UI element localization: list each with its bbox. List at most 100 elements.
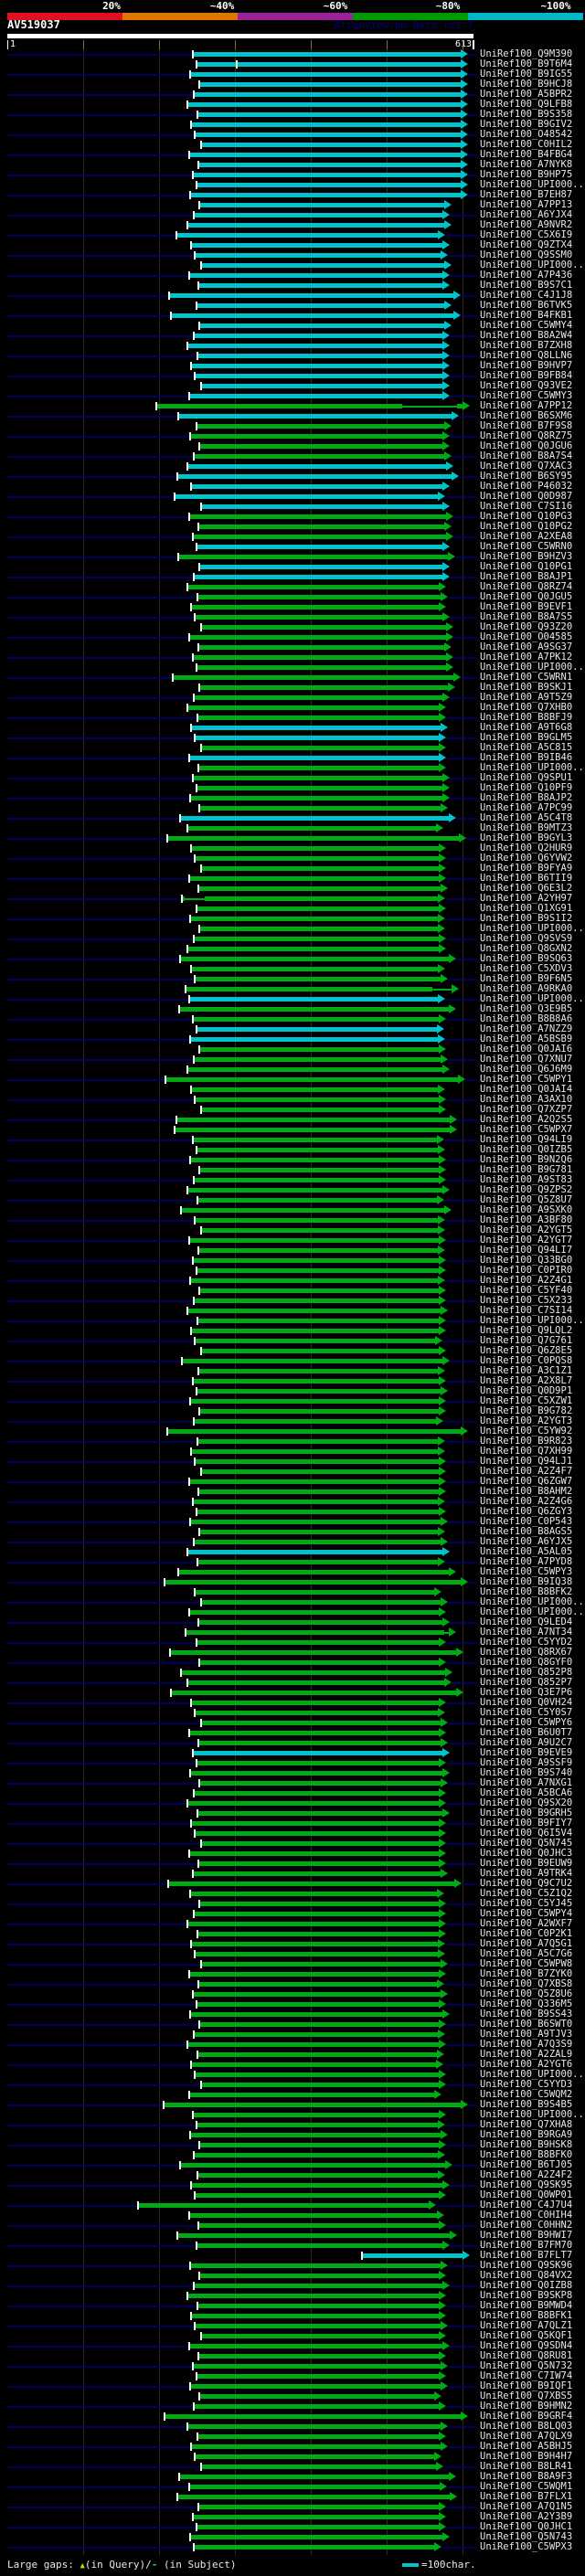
hit-label[interactable]: UniRef100_A2YGT5 [480,1224,573,1235]
hit-label[interactable]: UniRef100_B8A7S4 [480,451,573,461]
hit-label[interactable]: UniRef100_C0P543 [480,1516,573,1527]
hit-label[interactable]: UniRef100_A7NYK8 [480,159,573,170]
alignment-row[interactable]: UniRef100_Q5N743 [0,2532,585,2542]
alignment-row[interactable]: UniRef100_B9S740 [0,1768,585,1778]
alignment-row[interactable]: UniRef100_B9HMN2 [0,2401,585,2412]
hit-label[interactable]: UniRef100_Q336M5 [480,1998,573,2009]
alignment-row[interactable]: UniRef100_C5WMY4 [0,321,585,331]
alignment-row[interactable]: UniRef100_A7PYD8 [0,1557,585,1567]
alignment-row[interactable]: UniRef100_A2Z4F2 [0,2170,585,2180]
alignment-row[interactable]: UniRef100_C5WPY4 [0,1909,585,1919]
hit-label[interactable]: UniRef100_A2YGT6 [480,2059,573,2070]
alignment-row[interactable]: UniRef100_A9U2C7 [0,1738,585,1748]
alignment-row[interactable]: UniRef100_Q1XG91 [0,904,585,914]
alignment-row[interactable]: UniRef100_C4J7U4 [0,2200,585,2210]
alignment-row[interactable]: UniRef100_Q0IZB5 [0,1145,585,1155]
hit-label[interactable]: UniRef100_A6YJX5 [480,1536,573,1547]
alignment-row[interactable]: UniRef100_Q7XBS8 [0,1979,585,1989]
alignment-row[interactable]: UniRef100_A2Z4G1 [0,1276,585,1286]
alignment-row[interactable]: UniRef100_C5WQM2 [0,2090,585,2100]
hit-label[interactable]: UniRef100_B9MTZ3 [480,822,573,833]
hit-label[interactable]: UniRef100_C0PQS8 [480,1355,573,1366]
alignment-row[interactable]: UniRef100_B8B8A6 [0,1014,585,1024]
alignment-row[interactable]: UniRef100_C5YW92 [0,1426,585,1436]
hit-label[interactable]: UniRef100_A9SXK0 [480,1204,573,1215]
alignment-row[interactable]: UniRef100_O48542 [0,130,585,140]
alignment-row[interactable]: UniRef100_C5YJ45 [0,1899,585,1909]
alignment-row[interactable]: UniRef100_A2YGT5 [0,1225,585,1235]
alignment-row[interactable]: UniRef100_Q9SX20 [0,1798,585,1808]
hit-label[interactable]: UniRef100_C0HHN2 [480,2220,573,2231]
hit-label[interactable]: UniRef100_C5WRN1 [480,672,573,683]
hit-label[interactable]: UniRef100_Q10PG1 [480,561,573,572]
hit-label[interactable]: UniRef100_Q9M390 [480,48,573,59]
hit-label[interactable]: UniRef100_A5BHJ5 [480,2441,573,2452]
alignment-row[interactable]: UniRef100_B9N2Q6 [0,1155,585,1165]
alignment-row[interactable]: UniRef100_C7SI14 [0,1306,585,1316]
alignment-row[interactable]: UniRef100_A2YH97 [0,894,585,904]
alignment-row[interactable]: UniRef100_Q7XNU7 [0,1055,585,1065]
alignment-row[interactable]: UniRef100_B9HP75 [0,170,585,180]
alignment-row[interactable]: UniRef100_B7EH87 [0,190,585,200]
alignment-row[interactable]: UniRef100_C0HHN2 [0,2221,585,2231]
alignment-row[interactable]: UniRef100_A5BSB9 [0,1034,585,1044]
hit-label[interactable]: UniRef100_B6SWT0 [480,2019,573,2030]
hit-label[interactable]: UniRef100_B9HZV3 [480,551,573,562]
alignment-row[interactable]: UniRef100_Q10PG2 [0,522,585,532]
hit-label[interactable]: UniRef100_Q9SPU1 [480,772,573,783]
hit-label[interactable]: UniRef100_C5WQM2 [480,2089,573,2100]
alignment-row[interactable]: UniRef100_A2YGT6 [0,2060,585,2070]
hit-label[interactable]: UniRef100_B9HSK8 [480,2139,573,2150]
hit-label[interactable]: UniRef100_B8B8A6 [480,1013,573,1024]
alignment-row[interactable]: UniRef100_Q8LLN6 [0,351,585,361]
alignment-row[interactable]: UniRef100_C5XDV3 [0,964,585,974]
alignment-row[interactable]: UniRef100_Q0JHC1 [0,2522,585,2532]
hit-label[interactable]: UniRef100_B4FKB1 [480,310,573,321]
hit-label[interactable]: UniRef100_B9EVF1 [480,601,573,612]
hit-label[interactable]: UniRef100_B9HMN2 [480,2401,573,2412]
hit-label[interactable]: UniRef100_Q5Z8U6 [480,1988,573,1999]
alignment-row[interactable]: UniRef100_B9SS43 [0,2009,585,2019]
hit-label[interactable]: UniRef100_Q94LJ1 [480,1456,573,1467]
alignment-row[interactable]: UniRef100_UPI000.. [0,924,585,934]
alignment-row[interactable]: UniRef100_B7F9S8 [0,421,585,431]
alignment-row[interactable]: UniRef100_A9SXK0 [0,1205,585,1215]
hit-label[interactable]: UniRef100_Q0JGU5 [480,591,573,602]
alignment-row[interactable]: UniRef100_B9EUW9 [0,1859,585,1869]
hit-label[interactable]: UniRef100_A2Q2S5 [480,1114,573,1125]
alignment-row[interactable]: UniRef100_A3AX10 [0,1095,585,1105]
alignment-row[interactable]: UniRef100_C5YYD2 [0,1638,585,1648]
alignment-row[interactable]: UniRef100_Q7XH99 [0,1447,585,1457]
alignment-row[interactable]: UniRef100_Q10PF9 [0,783,585,793]
alignment-row[interactable]: UniRef100_Q5Z8U6 [0,1989,585,1999]
hit-label[interactable]: UniRef100_A5BCA6 [480,1787,573,1798]
alignment-row[interactable]: UniRef100_UPI000.. [0,763,585,773]
hit-label[interactable]: UniRef100_A5C4T8 [480,812,573,823]
alignment-row[interactable]: UniRef100_B9IB46 [0,753,585,763]
alignment-row[interactable]: UniRef100_UPI000.. [0,663,585,673]
hit-label[interactable]: UniRef100_C4J1J8 [480,290,573,301]
alignment-row[interactable]: UniRef100_B6TJ05 [0,2160,585,2170]
alignment-row[interactable]: UniRef100_Q0WP01 [0,2190,585,2200]
hit-label[interactable]: UniRef100_A5C7G6 [480,1948,573,1959]
hit-label[interactable]: UniRef100_Q7XAC3 [480,461,573,472]
hit-label[interactable]: UniRef100_B9HCJ8 [480,79,573,90]
alignment-row[interactable]: UniRef100_B6SY95 [0,472,585,482]
hit-label[interactable]: UniRef100_A9SG37 [480,641,573,652]
hit-label[interactable]: UniRef100_B9FIY7 [480,1818,573,1829]
alignment-row[interactable]: UniRef100_B9FYA9 [0,864,585,874]
alignment-row[interactable]: UniRef100_B9FB84 [0,371,585,381]
hit-label[interactable]: UniRef100_Q7XZP7 [480,1104,573,1115]
alignment-row[interactable]: UniRef100_Q6E3L2 [0,884,585,894]
hit-label[interactable]: UniRef100_A7PK12 [480,652,573,663]
hit-label[interactable]: UniRef100_B8BFJ9 [480,712,573,723]
hit-label[interactable]: UniRef100_B9GRH5 [480,1807,573,1818]
hit-label[interactable]: UniRef100_Q9SDN4 [480,2340,573,2351]
alignment-row[interactable]: UniRef100_Q94LI7 [0,1246,585,1256]
alignment-row[interactable]: UniRef100_B8BFJ9 [0,713,585,723]
alignment-row[interactable]: UniRef100_B9SKJ1 [0,683,585,693]
hit-label[interactable]: UniRef100_UPI000.. [480,179,584,190]
alignment-row[interactable]: UniRef100_Q9SK95 [0,2180,585,2190]
alignment-row[interactable]: UniRef100_C5WPY1 [0,1075,585,1085]
alignment-row[interactable]: UniRef100_A6YJX4 [0,210,585,220]
